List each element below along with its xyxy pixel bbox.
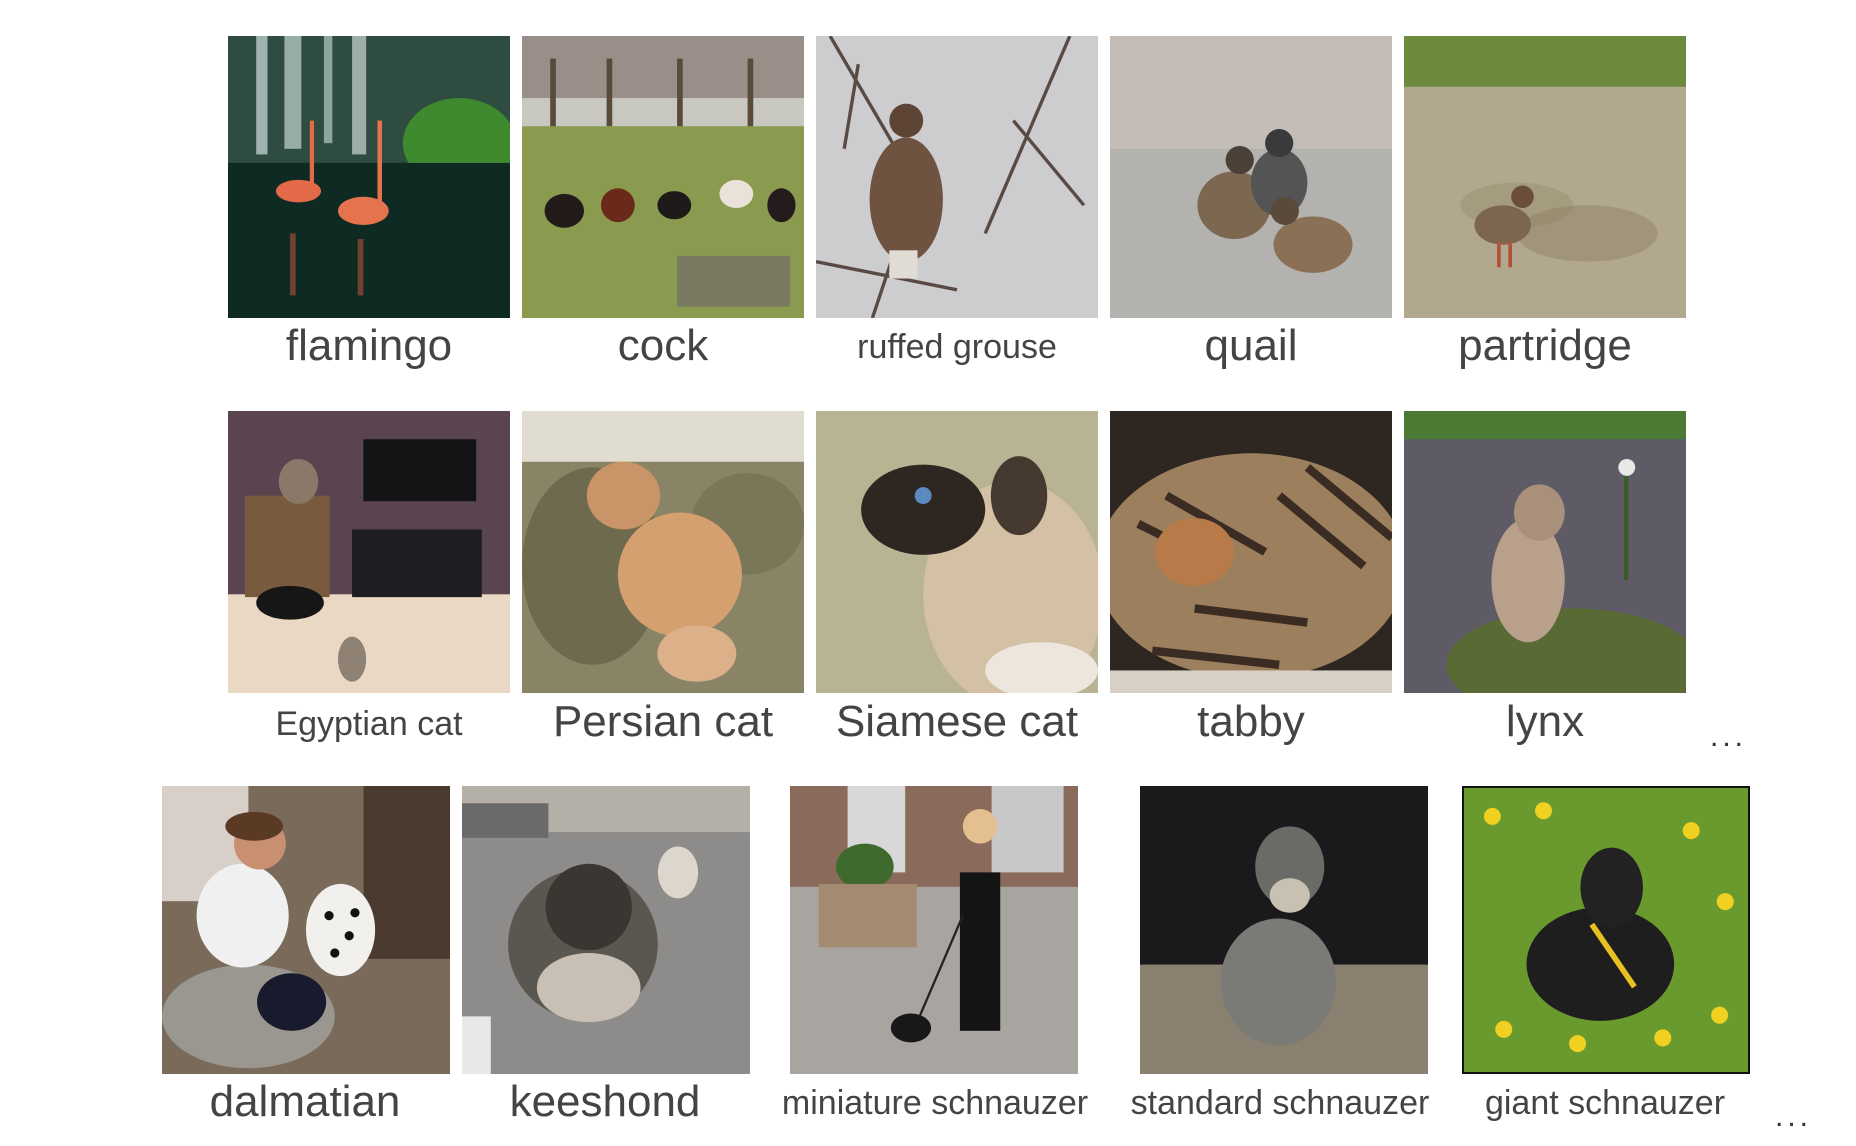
- label-dalmatian: dalmatian: [209, 1077, 401, 1126]
- image-partridge: [1404, 36, 1686, 318]
- image-siamese-cat: [816, 411, 1098, 693]
- label-giant-schnauzer: giant schnauzer: [1484, 1084, 1726, 1122]
- label-cock: cock: [617, 321, 709, 370]
- label-persian-cat: Persian cat: [552, 697, 774, 746]
- image-quail: [1110, 36, 1392, 318]
- label-tabby: tabby: [1197, 697, 1305, 746]
- label-keeshond: keeshond: [509, 1077, 701, 1126]
- label-egyptian-cat: Egyptian cat: [275, 705, 463, 743]
- label-quail: quail: [1204, 321, 1298, 370]
- label-miniature-schnauzer: miniature schnauzer: [781, 1084, 1089, 1122]
- row-continuation-ellipsis: ...: [1710, 720, 1748, 753]
- image-dalmatian: [162, 786, 450, 1074]
- image-tabby: [1110, 411, 1392, 693]
- label-siamese-cat: Siamese cat: [835, 697, 1079, 746]
- image-giant-schnauzer: [1462, 786, 1750, 1074]
- image-persian-cat: [522, 411, 804, 693]
- image-flamingo: [228, 36, 510, 318]
- label-partridge: partridge: [1458, 321, 1632, 370]
- label-lynx: lynx: [1505, 697, 1585, 746]
- image-ruffed-grouse: [816, 36, 1098, 318]
- image-miniature-schnauzer: [790, 786, 1078, 1074]
- image-egyptian-cat: [228, 411, 510, 693]
- row-continuation-ellipsis: ...: [1775, 1100, 1813, 1133]
- image-cock: [522, 36, 804, 318]
- image-standard-schnauzer: [1140, 786, 1428, 1074]
- label-standard-schnauzer: standard schnauzer: [1130, 1084, 1430, 1122]
- image-lynx: [1404, 411, 1686, 693]
- label-ruffed-grouse: ruffed grouse: [857, 328, 1057, 366]
- label-flamingo: flamingo: [285, 321, 453, 370]
- image-keeshond: [462, 786, 750, 1074]
